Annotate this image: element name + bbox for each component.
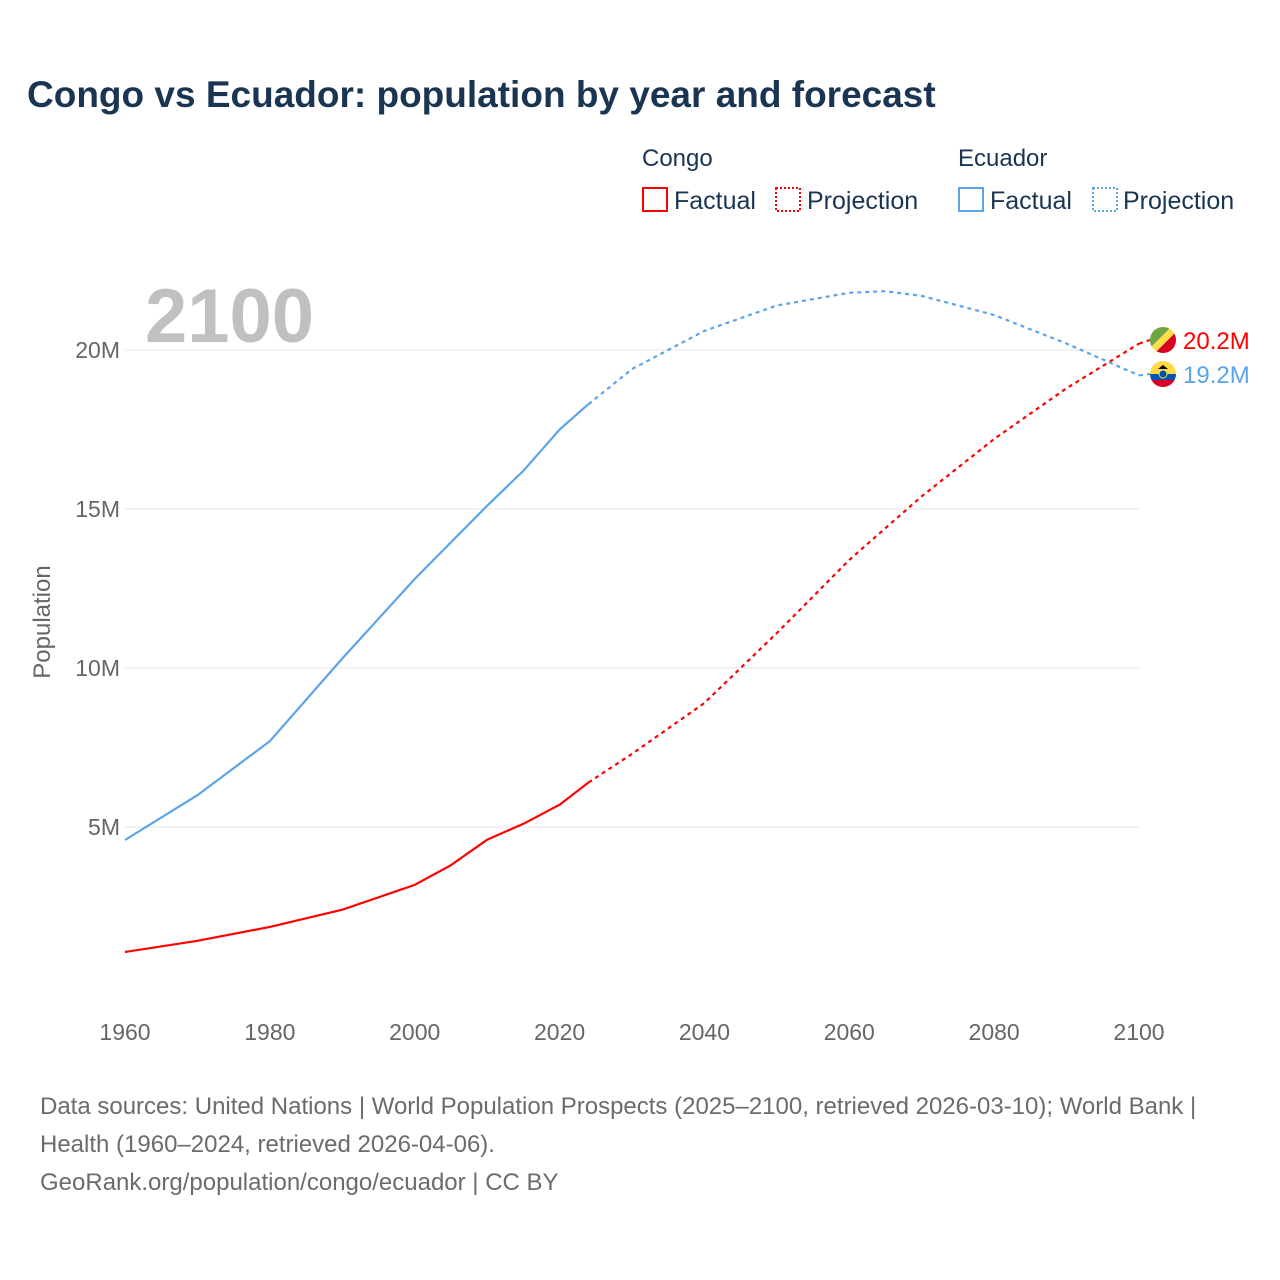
- legend-swatch-ecuador-projection: [1092, 187, 1118, 212]
- congo-projection-line: [587, 342, 1140, 784]
- flag-emblem: [1158, 369, 1168, 379]
- legend-swatch-ecuador-factual: [958, 187, 984, 212]
- legend-group-ecuador: Ecuador: [958, 145, 1047, 172]
- year-label: 2100: [145, 274, 314, 359]
- congo-flag-icon: [1150, 327, 1176, 353]
- x-tick-label: 2100: [1113, 1019, 1164, 1045]
- legend-group-congo: Congo: [642, 145, 713, 172]
- legend-swatch-congo-projection: [775, 187, 801, 212]
- ecuador-factual-line: [124, 403, 590, 841]
- x-tick-label: 2080: [969, 1019, 1020, 1045]
- x-tick-label: 2020: [534, 1019, 585, 1045]
- legend-ecuador-factual[interactable]: Factual: [990, 187, 1072, 215]
- congo-factual-line: [124, 781, 590, 954]
- legend: Congo Ecuador Factual Projection Factual…: [642, 145, 1234, 215]
- x-tick-label: 2060: [824, 1019, 875, 1045]
- ecuador-projection-line: [587, 290, 1140, 405]
- flag-red: [1155, 332, 1176, 353]
- y-tick-label: 15M: [75, 496, 120, 522]
- source-link[interactable]: GeoRank.org/population/congo/ecuador | C…: [40, 1169, 559, 1196]
- flag-red: [1150, 380, 1176, 387]
- flag-green: [1150, 327, 1171, 348]
- x-tick-label: 1960: [99, 1019, 150, 1045]
- congo-leader-line: [1138, 339, 1151, 345]
- y-tick-label: 20M: [75, 337, 120, 363]
- legend-swatch-congo-factual: [642, 187, 668, 212]
- y-tick-label: 5M: [88, 814, 120, 840]
- x-tick-label: 1980: [244, 1019, 295, 1045]
- flag-condor: [1158, 365, 1168, 369]
- congo-end-label: 20.2M: [1183, 328, 1250, 355]
- chart-title: Congo vs Ecuador: population by year and…: [27, 74, 936, 115]
- ecuador-flag-icon: [1150, 361, 1176, 387]
- x-tick-label: 2040: [679, 1019, 730, 1045]
- ecuador-leader-line: [1138, 373, 1151, 377]
- legend-ecuador-projection[interactable]: Projection: [1123, 187, 1234, 215]
- y-tick-label: 10M: [75, 655, 120, 681]
- legend-congo-factual[interactable]: Factual: [674, 187, 756, 215]
- source-note: Data sources: United Nations | World Pop…: [40, 1088, 1240, 1202]
- source-text: Data sources: United Nations | World Pop…: [40, 1093, 1197, 1158]
- ecuador-end-label: 19.2M: [1183, 362, 1250, 389]
- legend-congo-projection[interactable]: Projection: [807, 187, 918, 215]
- x-tick-label: 2000: [389, 1019, 440, 1045]
- y-axis-label: Population: [29, 565, 56, 678]
